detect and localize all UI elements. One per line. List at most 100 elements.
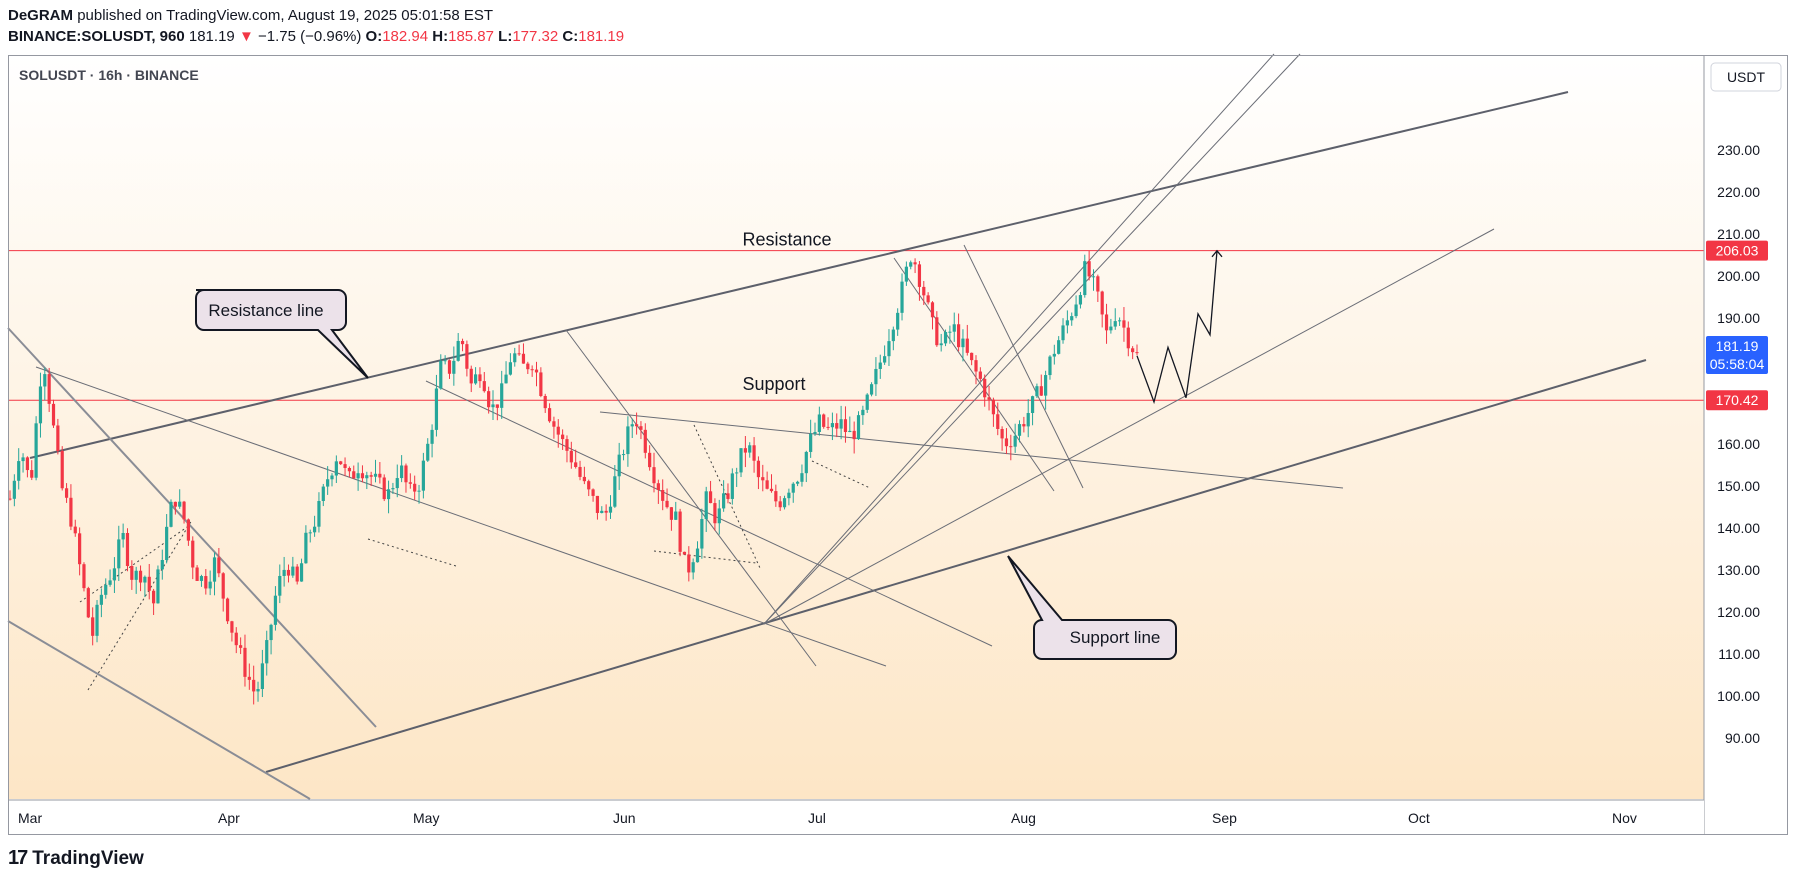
- y-tick-label: 210.00: [1717, 226, 1760, 242]
- candle-body: [948, 331, 952, 333]
- candle-body: [400, 465, 404, 479]
- candle-body: [343, 464, 347, 468]
- candle-body: [869, 384, 874, 395]
- support-label: Support: [742, 374, 805, 394]
- y-tick-label: 140.00: [1717, 520, 1760, 536]
- candle-body: [56, 425, 60, 451]
- candle-body: [299, 563, 304, 582]
- candle-body: [800, 473, 804, 482]
- candle-body: [8, 498, 12, 500]
- brand-name: TradingView: [32, 847, 144, 869]
- candle-body: [465, 344, 469, 369]
- candle-body: [339, 461, 343, 465]
- descending-channel-line: [425, 380, 993, 647]
- candle-body: [273, 595, 278, 625]
- candle-body: [804, 451, 808, 474]
- y-tick-label: 220.00: [1717, 184, 1760, 200]
- resistance-trendline: [29, 91, 1569, 459]
- candle-body: [426, 443, 430, 461]
- candle-body: [395, 478, 399, 489]
- candle-body: [1131, 348, 1135, 353]
- candle-body: [1026, 413, 1030, 427]
- candle-body: [312, 526, 317, 533]
- candle-body: [482, 381, 486, 392]
- candle-body: [99, 594, 103, 605]
- candle-body: [208, 581, 212, 589]
- candle-body: [587, 481, 591, 490]
- candle-body: [421, 460, 425, 491]
- candle-body: [347, 467, 352, 472]
- candle-body: [848, 430, 852, 433]
- candle-body: [582, 476, 586, 482]
- dotted-line: [87, 519, 193, 691]
- candle-body: [665, 500, 669, 508]
- candle-body: [12, 480, 16, 499]
- candle-body: [661, 489, 665, 501]
- currency-box[interactable]: [1710, 62, 1782, 92]
- candle-body: [569, 450, 573, 463]
- x-tick-label: Mar: [18, 810, 42, 826]
- low-value: 177.32: [512, 28, 559, 45]
- y-tick-label: 90.00: [1725, 730, 1760, 746]
- candle-body: [1096, 276, 1100, 292]
- candle-body: [996, 414, 1000, 430]
- candle-body: [700, 519, 704, 549]
- callout-support-line: [1007, 555, 1177, 660]
- candle-body: [600, 510, 604, 513]
- projection-arrowhead: [1211, 249, 1223, 258]
- resistance-label: Resistance: [742, 230, 831, 250]
- candle-body: [247, 676, 251, 680]
- fan-descending-line-2: [963, 244, 1084, 489]
- tradingview-footer[interactable]: 17 TradingView: [8, 847, 144, 870]
- candle-body: [543, 395, 547, 409]
- candle-body: [408, 482, 412, 484]
- candle-body: [413, 483, 417, 492]
- candle-body: [830, 423, 835, 428]
- candle-body: [778, 501, 782, 508]
- candle-body: [291, 566, 295, 576]
- candle-body: [225, 598, 230, 622]
- candle-body: [743, 448, 747, 453]
- candle-body: [260, 663, 264, 690]
- candle-body: [669, 507, 674, 520]
- candle-body: [782, 498, 787, 508]
- candle-body: [286, 569, 291, 576]
- candle-body: [221, 573, 225, 599]
- high-label: H:: [432, 28, 449, 45]
- x-tick-label: Oct: [1408, 810, 1430, 826]
- candle-body: [978, 371, 982, 379]
- candle-body: [230, 621, 234, 633]
- price-axis[interactable]: [1704, 55, 1788, 835]
- candle-body: [108, 580, 112, 585]
- candle-body: [904, 266, 908, 282]
- candle-body: [252, 679, 256, 692]
- candle-body: [195, 567, 199, 581]
- time-axis[interactable]: [8, 800, 1704, 835]
- candle-body: [495, 404, 499, 408]
- candle-body: [500, 383, 504, 408]
- candle-body: [695, 548, 700, 563]
- candle-body: [791, 483, 795, 493]
- candle-body: [256, 689, 260, 692]
- candle-body: [956, 324, 961, 348]
- x-axis-ticks: Mar Apr May Jun Jul Aug Sep Oct Nov: [18, 810, 1637, 826]
- dotted-line: [693, 424, 761, 569]
- candle-body: [1013, 435, 1017, 447]
- candle-body: [909, 262, 913, 267]
- descending-line-lower: [7, 620, 311, 800]
- author-name[interactable]: DeGRAM: [8, 7, 74, 24]
- candle-body: [456, 340, 460, 361]
- callout-resistance-text: Resistance line: [208, 301, 323, 320]
- candle-body: [630, 424, 634, 427]
- candle-body: [278, 575, 282, 596]
- candle-body: [752, 445, 756, 461]
- candle-body: [95, 604, 99, 636]
- candle-body: [434, 388, 439, 430]
- candle-body: [965, 338, 969, 353]
- candle-body: [565, 439, 569, 451]
- candle-body: [356, 473, 360, 479]
- candle-body: [656, 483, 660, 490]
- candle-body: [595, 495, 600, 513]
- candle-body: [360, 473, 365, 479]
